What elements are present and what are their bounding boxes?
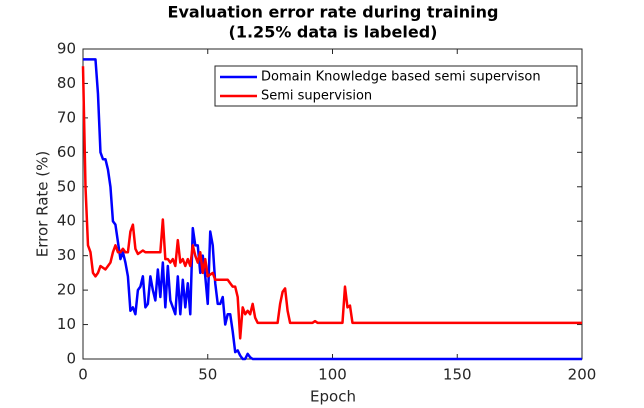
series-line <box>83 58 582 361</box>
y-tick-label: 30 <box>57 246 76 264</box>
x-tick-label: 200 <box>568 366 597 384</box>
x-tick-label: 50 <box>198 366 217 384</box>
y-tick-label: 40 <box>57 212 76 230</box>
legend-text: Semi supervision <box>261 89 372 104</box>
y-tick-label: 20 <box>57 281 76 299</box>
y-tick-label: 90 <box>57 40 76 58</box>
legend-box <box>214 65 578 107</box>
x-tick-label: 150 <box>443 366 472 384</box>
y-tick-label: 50 <box>57 177 76 195</box>
chart-subtitle: (1.25% data is labeled) <box>229 23 438 42</box>
y-tick-label: 60 <box>57 143 76 161</box>
chart-title: Evaluation error rate during training <box>168 3 499 22</box>
y-tick-label: 0 <box>66 350 76 368</box>
y-tick-label: 70 <box>57 108 76 126</box>
x-axis-label: Epoch <box>310 388 356 406</box>
y-axis-label: Error Rate (%) <box>34 151 52 257</box>
y-tick-label: 80 <box>57 74 76 92</box>
legend-text: Domain Knowledge based semi supervison <box>261 70 541 85</box>
y-tick-label: 10 <box>57 315 76 333</box>
x-tick-label: 0 <box>78 366 88 384</box>
x-tick-label: 100 <box>318 366 347 384</box>
series-line <box>81 66 582 340</box>
